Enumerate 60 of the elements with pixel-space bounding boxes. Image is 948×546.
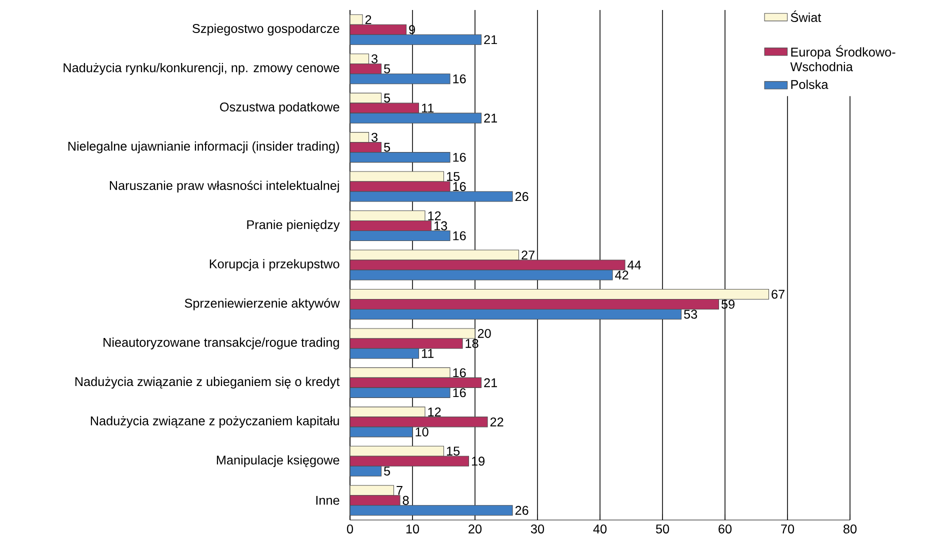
data-label: 44 <box>628 260 641 270</box>
x-tick-label: 80 <box>844 524 857 534</box>
data-label: 67 <box>772 290 784 299</box>
x-tick-label: 20 <box>468 524 482 534</box>
data-label: 16 <box>453 182 466 192</box>
x-tick-label: 0 <box>346 524 354 534</box>
y-tick-label: Oszustwa podatkowe <box>220 102 340 114</box>
y-tick-label: Nadużycia związane z pożyczaniem kapitału <box>90 416 339 428</box>
data-label: 5 <box>384 142 390 152</box>
data-label: 3 <box>372 54 378 64</box>
data-label: 26 <box>515 192 528 202</box>
data-label: 27 <box>522 250 534 260</box>
data-label: 12 <box>428 211 441 220</box>
data-label: 21 <box>484 35 497 44</box>
data-label: 7 <box>396 486 402 495</box>
y-tick-label: Korupcja i przekupstwo <box>210 259 340 271</box>
y-tick-label: Sprzeniewierzenie aktywów <box>184 298 340 310</box>
data-label: 53 <box>684 310 698 319</box>
legend-label: Świat <box>790 10 822 22</box>
data-label: 15 <box>446 446 460 456</box>
y-tick-label: Manipulacje księgowe <box>216 455 340 468</box>
data-label: 5 <box>384 94 390 102</box>
data-label: 26 <box>515 506 528 515</box>
data-label: 11 <box>422 104 434 112</box>
data-label: 16 <box>453 152 466 162</box>
data-label: 16 <box>453 368 466 378</box>
x-tick-label: 30 <box>530 524 544 534</box>
y-tick-label: Nieautoryzowane transakcje/rogue trading <box>104 338 339 350</box>
x-tick-label: 70 <box>781 524 794 534</box>
y-tick-label: Nadużycia związanie z ubieganiem się o kredyt <box>75 376 340 389</box>
x-tick-label: 50 <box>656 524 670 534</box>
legend-label: Polska <box>791 80 828 89</box>
y-tick-label: Nadużycia rynku/konkurencji, np. zmowy cenowe <box>64 62 340 75</box>
data-label: 8 <box>402 496 409 505</box>
data-label: 21 <box>484 114 497 122</box>
data-label: 5 <box>384 466 390 476</box>
y-tick-label: Naruszanie praw własności intelektualnej <box>110 180 339 193</box>
y-tick-label: Szpiegostwo gospodarcze <box>192 24 340 36</box>
data-label: 16 <box>453 231 466 240</box>
data-label: 42 <box>615 270 628 280</box>
x-tick-label: 40 <box>593 524 607 534</box>
data-label: 5 <box>384 64 390 74</box>
y-tick-label: Inne <box>316 496 340 505</box>
legend-label: Europa Środkowo-Wschodnia <box>790 45 896 72</box>
x-tick-label: 60 <box>718 524 732 534</box>
data-label: 10 <box>416 427 428 436</box>
y-tick-label: Pranie pieniędzy <box>247 220 340 232</box>
data-label: 21 <box>484 378 497 388</box>
data-label: 22 <box>490 418 504 426</box>
data-label: 12 <box>428 408 441 416</box>
data-label: 2 <box>365 15 372 24</box>
data-label: 11 <box>422 349 434 358</box>
data-label: 16 <box>453 388 466 398</box>
data-label: 3 <box>372 132 378 142</box>
y-tick-label: Nielegalne ujawnianie informacji (insider trading) <box>68 141 339 154</box>
data-label: 15 <box>446 172 460 181</box>
data-label: 20 <box>478 328 491 338</box>
x-tick-label: 10 <box>406 524 420 534</box>
data-label: 13 <box>434 221 448 230</box>
data-label: 16 <box>453 74 466 84</box>
